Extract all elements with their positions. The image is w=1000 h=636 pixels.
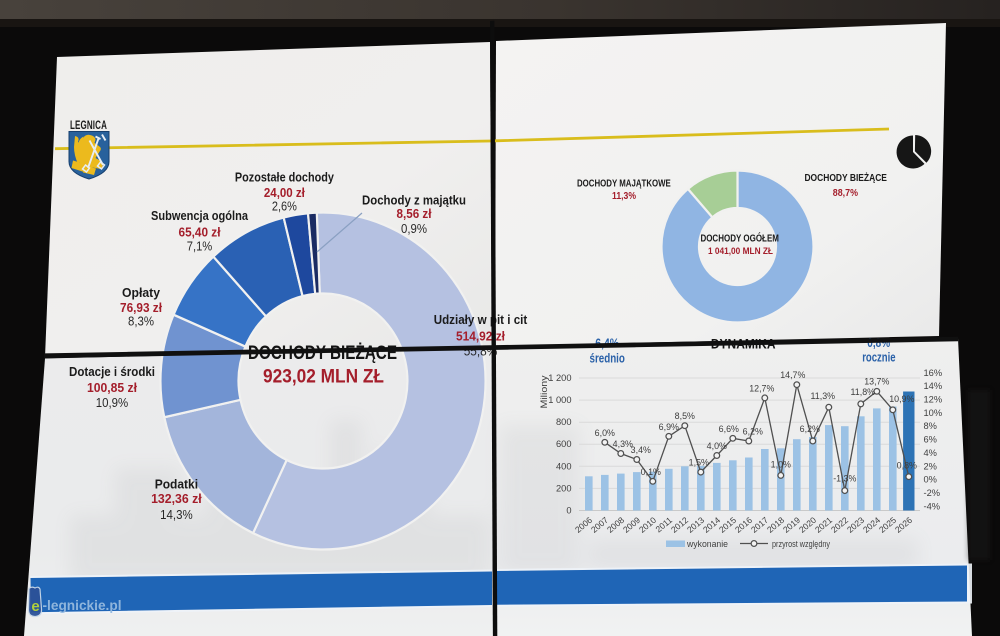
svg-text:e: e bbox=[31, 598, 39, 615]
svg-text:6%: 6% bbox=[924, 435, 937, 445]
svg-text:Subwencja ogólna: Subwencja ogólna bbox=[151, 208, 249, 223]
svg-text:DOCHODY OGÓŁEM: DOCHODY OGÓŁEM bbox=[700, 232, 779, 245]
svg-text:wykonanie: wykonanie bbox=[686, 539, 728, 550]
svg-text:Miliony: Miliony bbox=[539, 375, 549, 408]
svg-text:12,7%: 12,7% bbox=[749, 383, 774, 393]
svg-text:6,6%: 6,6% bbox=[719, 424, 739, 434]
svg-text:100,85 zł: 100,85 zł bbox=[87, 380, 137, 395]
svg-text:12%: 12% bbox=[924, 395, 943, 405]
svg-text:0%: 0% bbox=[924, 475, 937, 485]
svg-text:65,40 zł: 65,40 zł bbox=[179, 224, 221, 239]
svg-text:6,0%: 6,0% bbox=[595, 428, 615, 438]
svg-text:14%: 14% bbox=[924, 381, 943, 391]
svg-text:-1,3%: -1,3% bbox=[833, 474, 856, 484]
svg-text:8,3%: 8,3% bbox=[128, 313, 154, 328]
svg-text:11,8%: 11,8% bbox=[851, 387, 876, 397]
svg-text:0: 0 bbox=[566, 506, 571, 516]
svg-text:4,3%: 4,3% bbox=[613, 439, 633, 449]
svg-text:10,9%: 10,9% bbox=[889, 394, 914, 404]
svg-text:1,5%: 1,5% bbox=[689, 458, 709, 468]
svg-text:6,2%: 6,2% bbox=[800, 424, 820, 434]
svg-text:Dotacje i środki: Dotacje i środki bbox=[69, 364, 155, 379]
svg-text:400: 400 bbox=[556, 461, 572, 471]
svg-text:6,2%: 6,2% bbox=[743, 427, 763, 437]
svg-text:923,02 MLN ZŁ: 923,02 MLN ZŁ bbox=[263, 366, 384, 387]
svg-text:24,00 zł: 24,00 zł bbox=[264, 185, 305, 200]
svg-text:Dochody z majątku: Dochody z majątku bbox=[362, 193, 466, 208]
svg-text:10%: 10% bbox=[924, 408, 943, 418]
svg-text:1 000: 1 000 bbox=[548, 395, 571, 405]
svg-text:7,1%: 7,1% bbox=[187, 239, 213, 254]
svg-text:0,8%: 0,8% bbox=[897, 461, 917, 471]
svg-text:200: 200 bbox=[556, 483, 572, 493]
svg-text:6,9%: 6,9% bbox=[659, 422, 679, 432]
svg-text:DOCHODY MAJĄTKOWE: DOCHODY MAJĄTKOWE bbox=[577, 178, 671, 190]
svg-text:-4%: -4% bbox=[924, 501, 941, 511]
svg-text:16%: 16% bbox=[924, 368, 943, 378]
svg-text:2,6%: 2,6% bbox=[272, 199, 297, 214]
svg-text:1 200: 1 200 bbox=[548, 373, 571, 383]
svg-text:10,9%: 10,9% bbox=[96, 395, 128, 410]
svg-text:76,93 zł: 76,93 zł bbox=[120, 300, 162, 315]
svg-text:514,92 zł: 514,92 zł bbox=[456, 328, 505, 343]
svg-text:132,36 zł: 132,36 zł bbox=[151, 491, 202, 506]
svg-text:1,0%: 1,0% bbox=[771, 459, 791, 469]
svg-text:11,3%: 11,3% bbox=[612, 190, 637, 202]
svg-text:600: 600 bbox=[556, 439, 572, 449]
svg-text:Podatki: Podatki bbox=[155, 476, 198, 491]
svg-text:przyrost względny: przyrost względny bbox=[772, 539, 830, 550]
svg-text:14,3%: 14,3% bbox=[160, 507, 193, 522]
svg-text:8%: 8% bbox=[924, 421, 937, 431]
svg-text:2%: 2% bbox=[924, 461, 937, 471]
svg-text:DOCHODY BIEŻĄCE: DOCHODY BIEŻĄCE bbox=[804, 171, 887, 184]
svg-text:-legnickie.pl: -legnickie.pl bbox=[43, 598, 122, 613]
svg-text:11,3%: 11,3% bbox=[811, 391, 836, 401]
svg-text:rocznie: rocznie bbox=[862, 351, 895, 365]
svg-text:8,5%: 8,5% bbox=[675, 411, 695, 421]
svg-text:LEGNICA: LEGNICA bbox=[70, 118, 107, 132]
svg-text:Pozostałe dochody: Pozostałe dochody bbox=[235, 170, 335, 185]
svg-text:4,0%: 4,0% bbox=[707, 441, 727, 451]
svg-text:Opłaty: Opłaty bbox=[122, 285, 161, 300]
svg-text:1 041,00 MLN ZŁ: 1 041,00 MLN ZŁ bbox=[708, 246, 773, 257]
svg-text:średnio: średnio bbox=[590, 351, 626, 365]
svg-text:0,9%: 0,9% bbox=[401, 221, 427, 236]
svg-text:13,7%: 13,7% bbox=[864, 376, 889, 386]
svg-text:88,7%: 88,7% bbox=[833, 187, 859, 199]
svg-text:0,1%: 0,1% bbox=[641, 467, 661, 477]
svg-text:3,4%: 3,4% bbox=[631, 445, 651, 455]
svg-text:Udziały w pit i cit: Udziały w pit i cit bbox=[434, 312, 528, 327]
svg-text:800: 800 bbox=[556, 417, 572, 427]
svg-text:14,7%: 14,7% bbox=[780, 370, 805, 380]
svg-text:4%: 4% bbox=[924, 448, 937, 458]
svg-text:-2%: -2% bbox=[924, 488, 941, 498]
svg-text:8,56 zł: 8,56 zł bbox=[397, 206, 432, 221]
